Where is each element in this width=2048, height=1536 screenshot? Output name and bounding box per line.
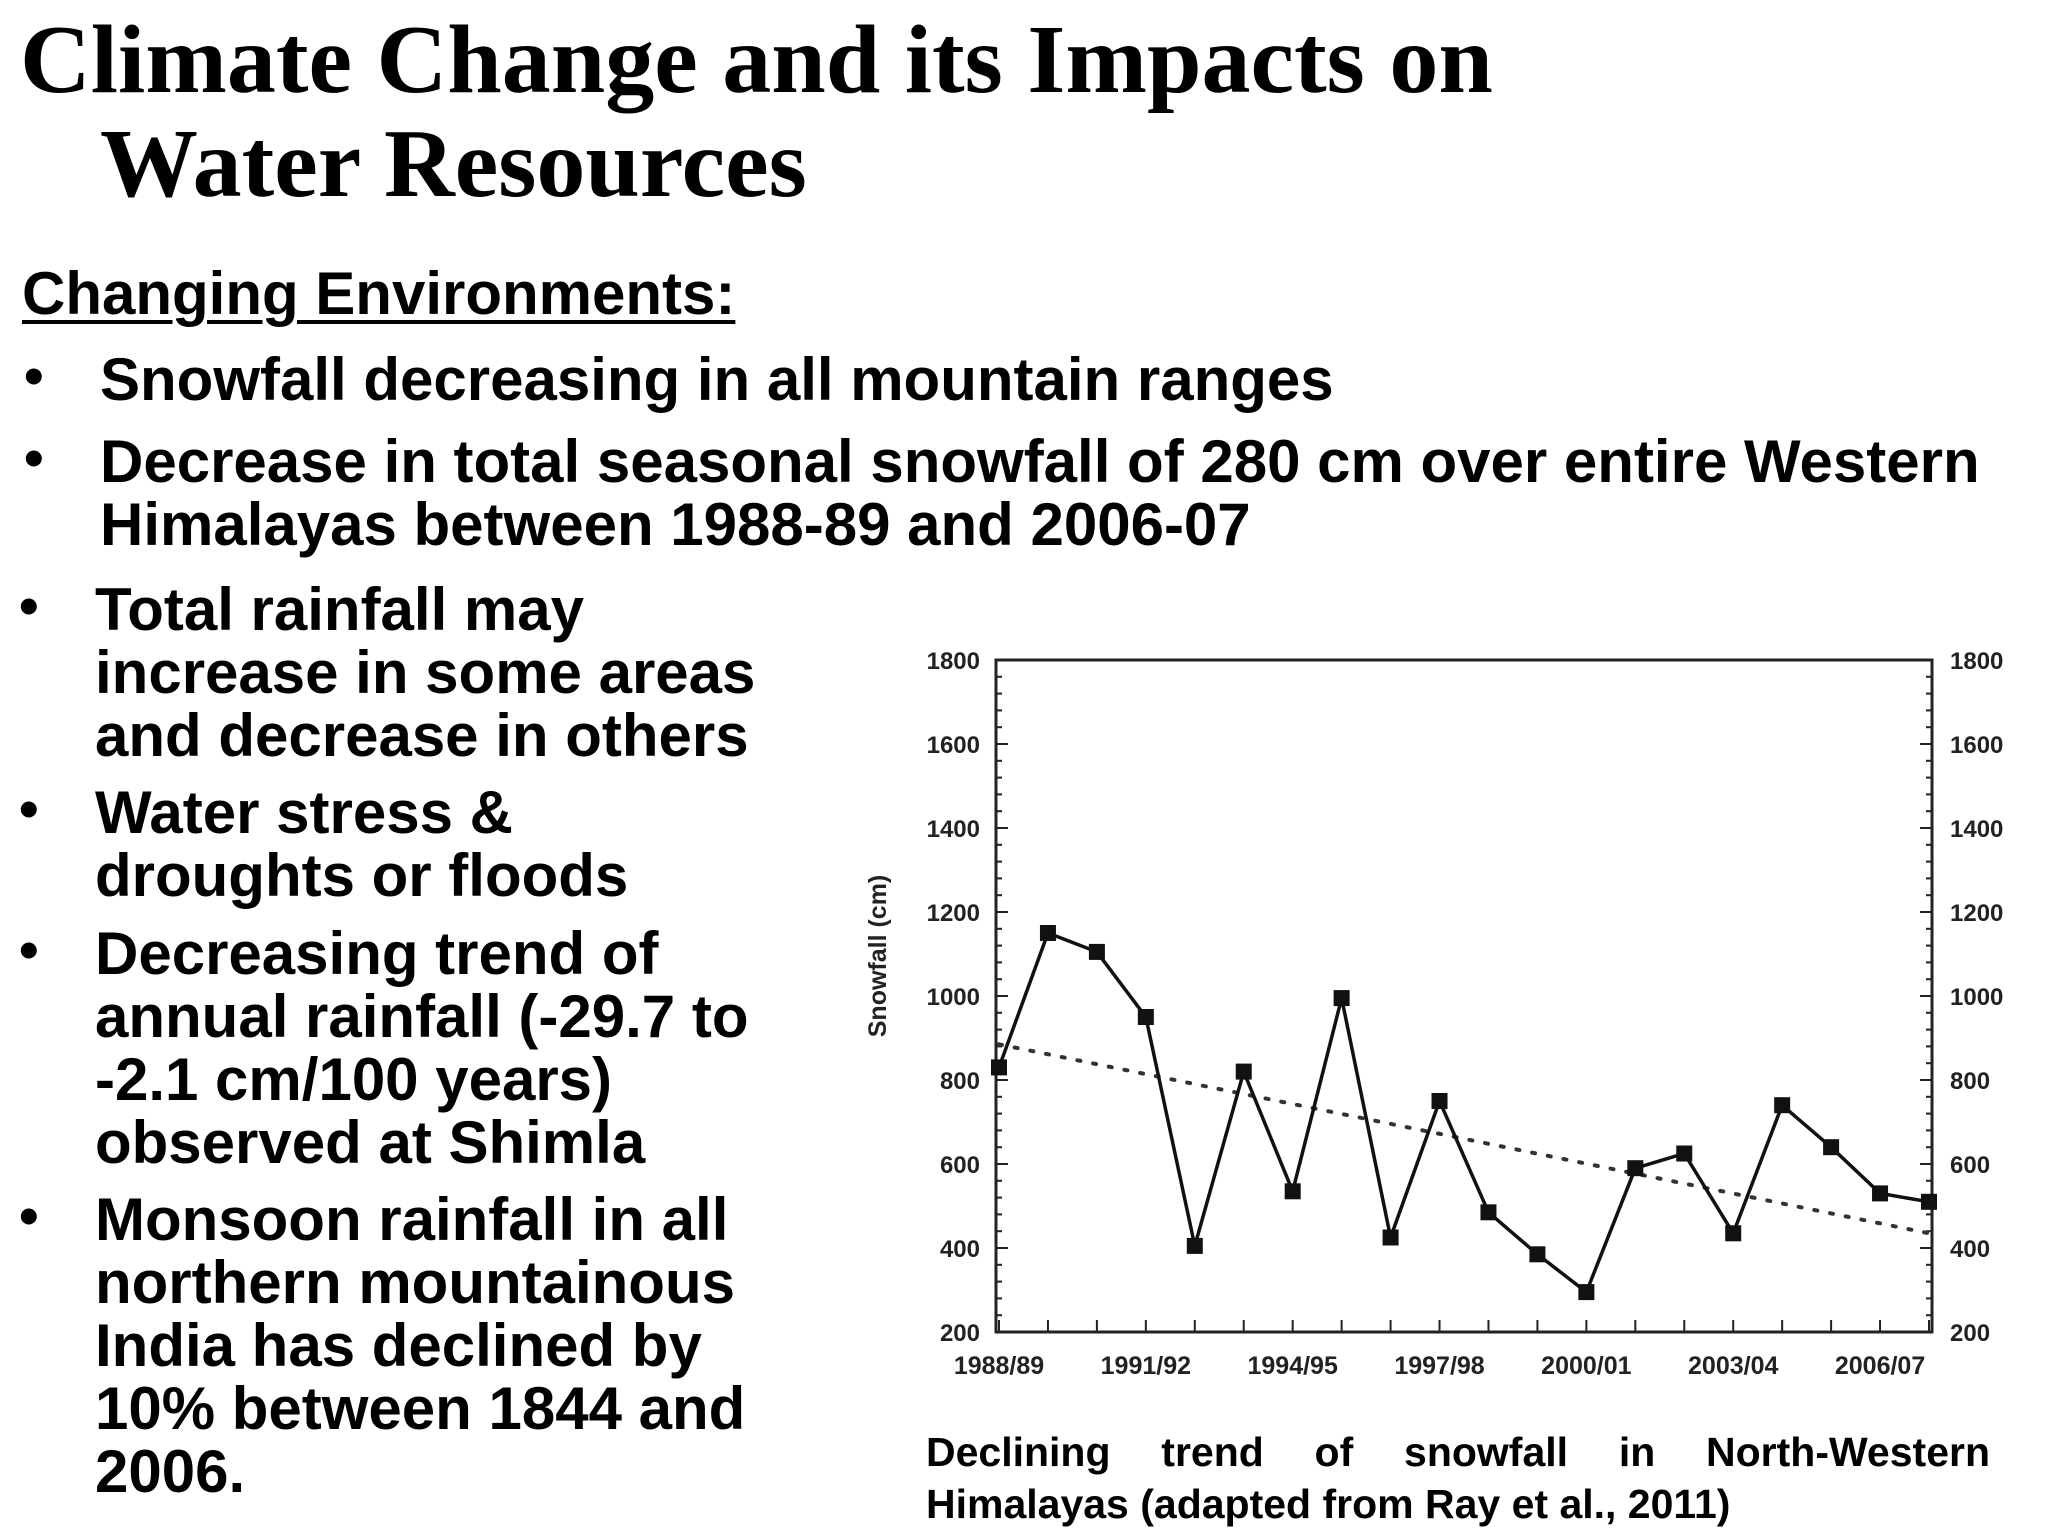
bullet-text: Water stress & droughts or floods: [95, 779, 629, 909]
data-point: [1725, 1225, 1742, 1242]
bullet-glyph: •: [24, 426, 44, 489]
y-tick-label-right: 800: [1950, 1068, 1990, 1095]
data-point: [1578, 1284, 1595, 1301]
slide-title: Climate Change and its Impacts on Water …: [20, 8, 2020, 216]
snowfall-chart: 200 200 400 400 600 600 800 800 1000 1000 1200 1200…: [864, 648, 2003, 1380]
data-point: [1039, 925, 1056, 941]
x-tick-label: 2003/04: [1688, 1352, 1778, 1380]
data-point: [1823, 1139, 1840, 1156]
y-tick-label-left: 1400: [927, 816, 980, 843]
data-point: [1627, 1160, 1644, 1177]
data-point: [1480, 1204, 1497, 1221]
data-point: [1774, 1097, 1791, 1114]
x-tick-label: 1988/89: [954, 1352, 1044, 1380]
bullet-glyph: •: [19, 1184, 39, 1247]
title-line-1: Climate Change and its Impacts on: [20, 6, 1493, 114]
y-axis-label: Snowfall (cm): [864, 875, 892, 1038]
data-point: [1676, 1145, 1693, 1162]
x-tick-label: 1994/95: [1247, 1352, 1337, 1380]
x-tick-label: 1991/92: [1101, 1352, 1191, 1380]
bullet-text: Total rainfall may increase in some area…: [95, 576, 756, 769]
chart-caption: Declining trend of snowfall in North-Wes…: [926, 1429, 1990, 1527]
y-tick-label-left: 400: [940, 1236, 980, 1263]
y-tick-label-right: 600: [1950, 1152, 1990, 1179]
bullet-item: • Decreasing trend of annual rainfall (-…: [19, 918, 820, 1176]
data-point: [1186, 1237, 1203, 1254]
bullet-item: • Total rainfall may increase in some ar…: [19, 574, 830, 769]
bullet-glyph: •: [19, 777, 39, 840]
plot-frame: [994, 658, 1934, 1334]
data-point: [1235, 1063, 1252, 1080]
bullet-item: • Monsoon rainfall in all northern mount…: [19, 1184, 820, 1505]
x-tick-label: 1997/98: [1394, 1352, 1484, 1380]
y-tick-label-right: 1000: [1950, 984, 2003, 1011]
y-tick-label-left: 200: [940, 1320, 980, 1347]
bullet-text: Snowfall decreasing in all mountain rang…: [100, 346, 1334, 413]
y-tick-label-right: 1400: [1950, 816, 2003, 843]
y-tick-label-left: 1800: [927, 648, 980, 675]
bullet-text: Monsoon rainfall in all northern mountai…: [95, 1186, 746, 1505]
bullet-text: Decrease in total seasonal snowfall of 2…: [100, 428, 1980, 558]
y-tick-label-left: 800: [940, 1068, 980, 1095]
x-tick-label: 2000/01: [1541, 1352, 1631, 1380]
bullet-glyph: •: [19, 918, 39, 981]
y-tick-label-right: 1600: [1950, 732, 2003, 759]
snowfall-series-line: [997, 931, 1930, 1294]
bullet-glyph: •: [24, 344, 44, 407]
data-point: [1529, 1246, 1546, 1263]
data-point: [1382, 1229, 1399, 1246]
bullet-item: • Water stress & droughts or floods: [19, 777, 655, 909]
bullet-text: Decreasing trend of annual rainfall (-29…: [95, 920, 749, 1176]
data-point: [1088, 943, 1105, 960]
data-point: [991, 1059, 1007, 1076]
data-point: [1333, 990, 1350, 1007]
y-tick-label-left: 1600: [927, 732, 980, 759]
title-line-2: Water Resources: [100, 110, 807, 218]
data-point: [1872, 1185, 1889, 1202]
data-point: [1284, 1183, 1301, 1200]
y-tick-label-left: 1000: [927, 984, 980, 1011]
y-tick-label-right: 200: [1950, 1320, 1990, 1347]
y-tick-label-left: 600: [940, 1152, 980, 1179]
data-point: [1921, 1193, 1937, 1210]
bullet-item: • Snowfall decreasing in all mountain ra…: [24, 344, 2000, 413]
y-tick-label-right: 1200: [1950, 900, 2003, 927]
bullet-glyph: •: [19, 574, 39, 637]
trend-line: [997, 1042, 1931, 1236]
section-heading: Changing Environments:: [22, 260, 736, 327]
y-tick-label-right: 1800: [1950, 648, 2003, 675]
x-tick-label: 2006/07: [1835, 1352, 1925, 1380]
y-tick-label-right: 400: [1950, 1236, 1990, 1263]
data-point: [1137, 1009, 1154, 1025]
bullet-item: • Decrease in total seasonal snowfall of…: [24, 426, 2000, 558]
y-tick-label-left: 1200: [927, 900, 980, 927]
data-point: [1431, 1093, 1448, 1109]
